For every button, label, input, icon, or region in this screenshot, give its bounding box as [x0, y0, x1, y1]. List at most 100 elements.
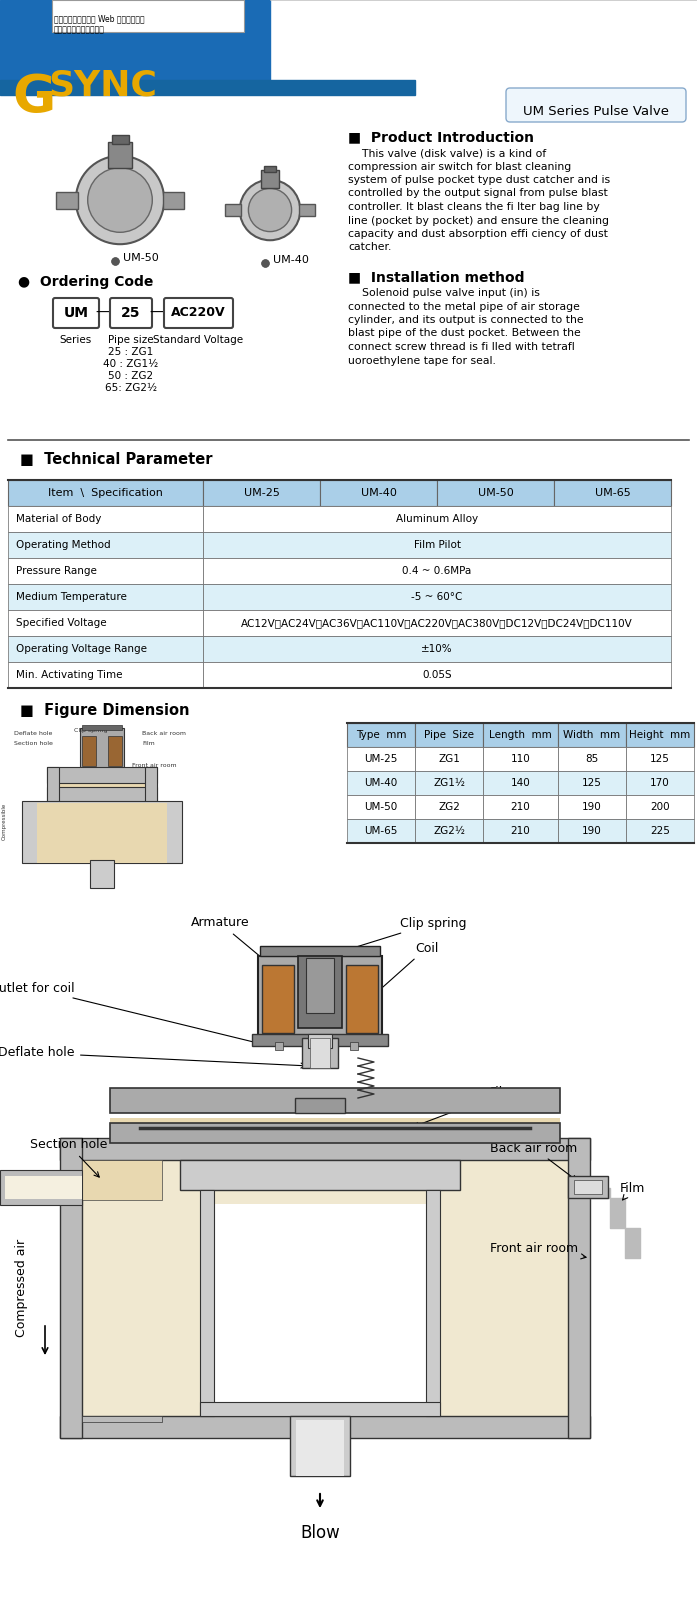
Text: Min. Activating Time: Min. Activating Time [16, 669, 123, 681]
Bar [82, 1416, 162, 1423]
Text: capacity and dust absorption effi ciency of dust: capacity and dust absorption effi ciency… [348, 229, 608, 239]
Text: Film: Film [620, 1181, 645, 1200]
Text: —: — [149, 306, 163, 319]
Text: 25: 25 [121, 306, 141, 319]
Text: Specified Voltage: Specified Voltage [16, 618, 107, 627]
Bar [225, 205, 241, 216]
Bar [626, 747, 694, 771]
Text: 使用威图电子邮件或 Web 电子邮件将文: 使用威图电子邮件或 Web 电子邮件将文 [54, 15, 144, 23]
Text: UM: UM [63, 306, 89, 319]
Text: system of pulse pocket type dust catcher and is: system of pulse pocket type dust catcher… [348, 174, 610, 185]
Bar [80, 727, 124, 768]
Text: ■  Technical Parameter: ■ Technical Parameter [20, 452, 213, 468]
Bar [214, 1203, 426, 1416]
Bar [60, 1139, 590, 1160]
Circle shape [76, 156, 164, 244]
Bar [8, 610, 203, 636]
Text: UM-40: UM-40 [365, 777, 397, 789]
Bar [310, 1039, 330, 1068]
Text: —: — [95, 306, 109, 319]
Text: blast pipe of the dust pocket. Between the: blast pipe of the dust pocket. Between t… [348, 329, 581, 339]
Text: ZG1½: ZG1½ [433, 777, 465, 789]
Text: Material of Body: Material of Body [16, 515, 101, 524]
Text: connect screw thread is fi lled with tetrafl: connect screw thread is fi lled with tet… [348, 342, 575, 352]
Text: Clip spring: Clip spring [344, 916, 466, 952]
Bar [258, 957, 382, 1039]
Bar [82, 724, 122, 731]
Text: UM-50: UM-50 [123, 253, 159, 263]
Bar [626, 771, 694, 795]
Bar [8, 558, 203, 584]
Text: ■  Figure Dimension: ■ Figure Dimension [20, 703, 190, 718]
Text: Aluminum Alloy: Aluminum Alloy [396, 515, 478, 524]
Text: 210: 210 [511, 826, 530, 836]
Text: UM-40: UM-40 [273, 255, 309, 265]
Bar [296, 1419, 344, 1476]
Text: Type  mm: Type mm [355, 731, 406, 740]
Text: UM-65: UM-65 [365, 826, 398, 836]
Bar [306, 958, 334, 1013]
Text: Back air room: Back air room [490, 1142, 577, 1181]
Text: 40 : ZG1½: 40 : ZG1½ [103, 360, 159, 369]
Bar [347, 819, 415, 844]
Text: Section hole: Section hole [30, 1139, 107, 1177]
Bar [350, 1042, 358, 1050]
Text: Medium Temperature: Medium Temperature [16, 592, 127, 602]
Text: Standard Voltage: Standard Voltage [153, 336, 243, 345]
Text: ZG1: ZG1 [438, 753, 460, 765]
Text: Section hole: Section hole [14, 740, 53, 745]
Bar [483, 771, 558, 795]
Bar [626, 819, 694, 844]
Text: Length  mm: Length mm [489, 731, 552, 740]
FancyBboxPatch shape [164, 298, 233, 327]
Text: Operating Method: Operating Method [16, 540, 111, 550]
Bar [82, 736, 96, 766]
Text: Coil: Coil [368, 942, 438, 1000]
Text: 190: 190 [582, 802, 602, 811]
Bar [483, 795, 558, 819]
Bar [8, 584, 203, 610]
Bar [108, 736, 122, 766]
Bar [347, 771, 415, 795]
Bar [59, 768, 145, 803]
Text: Front air room: Front air room [490, 1242, 586, 1258]
Text: Front air room: Front air room [132, 763, 176, 768]
Text: 125: 125 [582, 777, 602, 789]
Bar [554, 481, 671, 506]
Text: UM-25: UM-25 [243, 489, 279, 498]
Bar [203, 558, 671, 584]
Bar [203, 506, 671, 532]
Bar [320, 481, 437, 506]
Bar [8, 532, 203, 558]
Bar [302, 1039, 338, 1068]
Bar [415, 723, 483, 747]
Text: 225: 225 [650, 826, 670, 836]
Text: SYNC: SYNC [48, 68, 157, 102]
Text: Solenoid pulse valve input (in) is: Solenoid pulse valve input (in) is [348, 289, 540, 298]
Text: This valve (disk valve) is a kind of: This valve (disk valve) is a kind of [348, 148, 546, 158]
Bar [568, 1139, 590, 1439]
Text: Width  mm: Width mm [563, 731, 620, 740]
Text: 25 : ZG1: 25 : ZG1 [108, 347, 153, 356]
Bar [110, 1118, 560, 1139]
Bar [558, 819, 626, 844]
Text: Height  mm: Height mm [629, 731, 691, 740]
Bar [252, 1034, 388, 1045]
Text: line (pocket by pocket) and ensure the cleaning: line (pocket by pocket) and ensure the c… [348, 216, 609, 226]
Bar [415, 747, 483, 771]
Text: UM-65: UM-65 [595, 489, 630, 498]
Text: UM Series Pulse Valve: UM Series Pulse Valve [523, 105, 669, 118]
Text: 140: 140 [511, 777, 530, 789]
Bar [200, 1402, 440, 1416]
Text: Back air room: Back air room [142, 731, 186, 736]
Text: ■  Product Introduction: ■ Product Introduction [348, 131, 534, 144]
Bar [47, 768, 59, 803]
Text: 190: 190 [582, 826, 602, 836]
Text: 170: 170 [650, 777, 670, 789]
Bar [558, 747, 626, 771]
Text: Film: Film [414, 1087, 515, 1127]
Text: UM-40: UM-40 [360, 489, 397, 498]
Text: Blow: Blow [91, 881, 105, 886]
Text: 0.05S: 0.05S [422, 669, 452, 681]
Text: Pipe  Size: Pipe Size [424, 731, 474, 740]
